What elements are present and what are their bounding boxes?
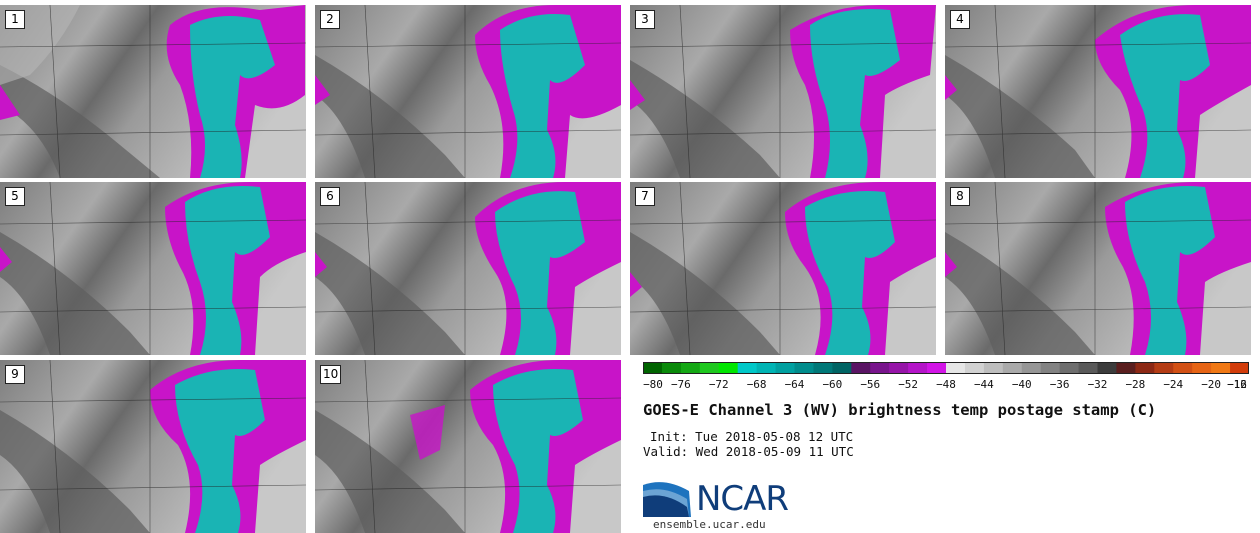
postage-stamp-9: 9 <box>0 360 306 533</box>
colorbar-tick-label: −80 <box>643 378 663 391</box>
postage-stamp-8: 8 <box>945 182 1251 355</box>
colorbar-tick-label: −44 <box>973 378 994 391</box>
colorbar-tick-label: −28 <box>1125 378 1146 391</box>
colorbar-swatch <box>794 362 814 374</box>
colorbar-swatch <box>1097 362 1117 374</box>
colorbar-swatch <box>927 362 947 374</box>
colorbar-swatch <box>1021 362 1042 374</box>
colorbar-tick-label: −16 <box>1227 378 1247 391</box>
colorbar-tick-label: −56 <box>860 378 881 391</box>
colorbar-tick-label: −68 <box>746 378 767 391</box>
colorbar-swatch <box>1192 362 1212 374</box>
panel-number: 4 <box>950 10 970 29</box>
postage-stamp-3: 3 <box>630 5 936 178</box>
colorbar-tick-label: −36 <box>1049 378 1070 391</box>
colorbar-swatch <box>680 362 701 374</box>
colorbar-swatch <box>946 362 966 374</box>
panel-number: 10 <box>320 365 342 384</box>
colorbar-swatch <box>851 362 871 374</box>
wv-map-image <box>315 360 621 533</box>
colorbar-tick-label: −32 <box>1087 378 1108 391</box>
wv-map-image <box>630 5 936 178</box>
colorbar-swatch <box>1173 362 1193 374</box>
postage-stamp-4: 4 <box>945 5 1251 178</box>
colorbar-swatch <box>1002 362 1023 374</box>
panel-number: 5 <box>5 187 25 206</box>
wv-map-image <box>0 5 306 178</box>
colorbar-tick-label: −76 <box>670 378 691 391</box>
panel-number: 1 <box>5 10 25 29</box>
colorbar-frame <box>643 362 1249 374</box>
postage-stamp-2: 2 <box>315 5 621 178</box>
colorbar-swatch <box>832 362 852 374</box>
panel-number: 9 <box>5 365 25 384</box>
panel-number: 2 <box>320 10 340 29</box>
colorbar-swatch <box>1230 362 1249 374</box>
colorbar-tick-label: −52 <box>898 378 919 391</box>
colorbar-swatch <box>1078 362 1098 374</box>
wv-map-image <box>630 182 936 355</box>
wv-map-image <box>945 182 1251 355</box>
colorbar-swatch <box>1154 362 1174 374</box>
init-time: Init: Tue 2018-05-08 12 UTC <box>650 429 854 444</box>
colorbar-ticks: −80 −76 −72 −68 −64 −60 −56 −52 −48 −44 −40 −36 −32 −… <box>643 378 1249 394</box>
colorbar-swatch <box>813 362 833 374</box>
colorbar-swatch <box>718 362 739 374</box>
colorbar-swatch <box>756 362 777 374</box>
colorbar-tick-label: −48 <box>936 378 956 391</box>
postage-stamp-5: 5 <box>0 182 306 355</box>
postage-stamp-10: 10 <box>315 360 621 533</box>
ensemble-url: ensemble.ucar.edu <box>653 518 766 531</box>
colorbar <box>643 362 1249 374</box>
colorbar-swatch <box>1059 362 1080 374</box>
colorbar-tick-label: −72 <box>708 378 729 391</box>
wv-map-image <box>0 182 306 355</box>
colorbar-swatch <box>1135 362 1155 374</box>
colorbar-swatch <box>661 362 682 374</box>
colorbar-swatch <box>699 362 720 374</box>
panel-number: 8 <box>950 187 970 206</box>
colorbar-swatch <box>908 362 928 374</box>
postage-stamp-7: 7 <box>630 182 936 355</box>
colorbar-swatch <box>983 362 1004 374</box>
colorbar-swatch <box>643 362 663 374</box>
colorbar-tick-label: −64 <box>784 378 805 391</box>
panel-number: 6 <box>320 187 340 206</box>
panel-number: 3 <box>635 10 655 29</box>
ncar-wordmark: NCAR <box>696 479 789 519</box>
colorbar-tick-label: −24 <box>1163 378 1184 391</box>
colorbar-swatch <box>889 362 909 374</box>
ncar-logo-icon <box>643 482 691 517</box>
panel-number: 7 <box>635 187 655 206</box>
wv-map-image <box>945 5 1251 178</box>
colorbar-tick-label: −60 <box>822 378 843 391</box>
wv-map-image <box>0 360 306 533</box>
colorbar-swatch <box>964 362 985 374</box>
colorbar-swatch <box>775 362 795 374</box>
colorbar-tick-label: −40 <box>1011 378 1032 391</box>
colorbar-swatch <box>870 362 890 374</box>
colorbar-swatch <box>1040 362 1061 374</box>
valid-time: Valid: Wed 2018-05-09 11 UTC <box>643 444 854 459</box>
postage-stamp-1: 1 <box>0 5 306 178</box>
colorbar-tick-label: −12 <box>1227 378 1247 391</box>
colorbar-tick-label: −20 <box>1201 378 1222 391</box>
colorbar-swatch <box>1211 362 1231 374</box>
colorbar-swatch <box>1116 362 1136 374</box>
wv-map-image <box>315 182 621 355</box>
postage-stamp-6: 6 <box>315 182 621 355</box>
wv-map-image <box>315 5 621 178</box>
colorbar-swatch <box>737 362 758 374</box>
figure-title: GOES-E Channel 3 (WV) brightness temp po… <box>643 401 1157 419</box>
